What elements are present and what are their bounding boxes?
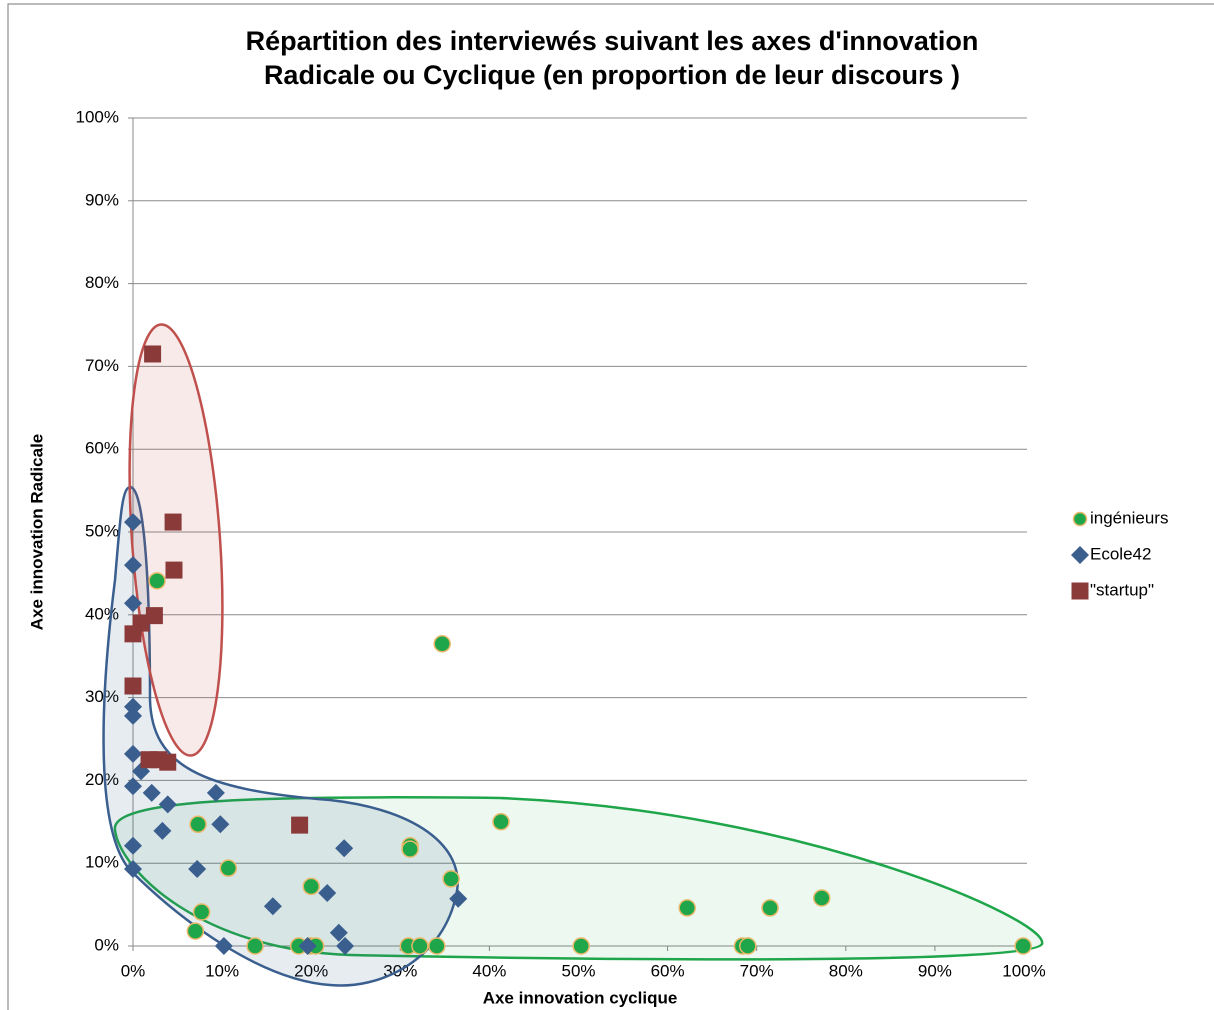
point (124, 777, 142, 796)
chart-title: Répartition des interviewés suivant les … (246, 26, 979, 56)
legend-marker (1071, 546, 1089, 564)
x-tick-label: 40% (472, 961, 506, 980)
point (336, 937, 355, 955)
x-tick-label: 20% (294, 961, 328, 980)
legend-label: Ecole42 (1090, 544, 1151, 563)
x-tick-label: 10% (205, 961, 239, 980)
legend-marker (1071, 582, 1089, 600)
marks (124, 345, 1032, 955)
point (812, 889, 831, 907)
y-tick-label: 60% (85, 439, 119, 458)
point (678, 899, 696, 917)
y-axis-title: Axe innovation Radicale (27, 434, 46, 631)
point (148, 572, 166, 590)
point (335, 839, 354, 858)
point (145, 607, 163, 625)
y-tick-label: 10% (85, 853, 119, 872)
chart-frame (7, 3, 1214, 1010)
point (165, 561, 183, 579)
point (189, 815, 207, 834)
point (263, 897, 282, 916)
x-tick-label: 90% (918, 961, 952, 980)
y-tick-label: 0% (94, 935, 119, 954)
point (1014, 937, 1032, 955)
point (153, 821, 172, 840)
ecole42-outline (102, 485, 459, 987)
legend-label: "startup" (1090, 580, 1154, 599)
point (572, 937, 590, 955)
point (442, 870, 460, 888)
point (144, 345, 162, 363)
point (124, 625, 142, 643)
point (124, 836, 142, 855)
point (164, 513, 182, 531)
point (124, 706, 142, 725)
point (188, 859, 207, 878)
point (124, 677, 142, 695)
point (298, 937, 317, 955)
group-outlines (102, 323, 1044, 987)
point (124, 744, 142, 763)
point (401, 840, 419, 858)
x-tick-label: 70% (740, 961, 774, 980)
point (449, 889, 468, 908)
point (186, 922, 205, 940)
point (329, 923, 348, 942)
legend-label: ingénieurs (1090, 508, 1168, 527)
startup-outline (128, 323, 224, 757)
legend-marker (1072, 511, 1088, 527)
point (159, 753, 177, 771)
point (433, 635, 451, 653)
point (158, 795, 177, 814)
point (302, 877, 320, 896)
y-tick-label: 20% (85, 770, 119, 789)
point (761, 899, 779, 917)
point (291, 816, 309, 834)
y-tick-label: 80% (85, 273, 119, 292)
point (428, 937, 446, 955)
point (124, 697, 142, 716)
x-axis-title: Axe innovation cyclique (483, 988, 678, 1007)
y-tick-label: 90% (85, 190, 119, 209)
point (211, 815, 230, 834)
point (492, 813, 510, 831)
x-tick-label: 50% (561, 961, 595, 980)
point (739, 937, 757, 955)
grid: 0% 10% 20% 30% 40% 50% 60% 70% 80% 90% 100% 0% 10% 20… (76, 107, 1046, 980)
y-tick-label: 70% (85, 356, 119, 375)
point (192, 903, 211, 921)
point (411, 937, 429, 955)
point (124, 513, 142, 532)
point (214, 937, 233, 955)
legend: ingénieurs Ecole42 "startup" (1071, 508, 1168, 600)
y-tick-label: 30% (85, 687, 119, 706)
x-tick-label: 60% (651, 961, 685, 980)
x-tick-label: 100% (1002, 961, 1045, 980)
y-tick-label: 100% (76, 107, 119, 126)
x-tick-label: 0% (121, 961, 146, 980)
point (219, 859, 238, 877)
point (124, 859, 142, 878)
point (246, 937, 264, 955)
y-tick-label: 50% (85, 521, 119, 540)
x-tick-label: 80% (829, 961, 863, 980)
point (124, 594, 142, 613)
point (206, 783, 225, 802)
point (124, 556, 142, 575)
point (142, 783, 161, 802)
chart-title: Radicale ou Cyclique (en proportion de l… (264, 60, 960, 90)
point (318, 884, 337, 903)
